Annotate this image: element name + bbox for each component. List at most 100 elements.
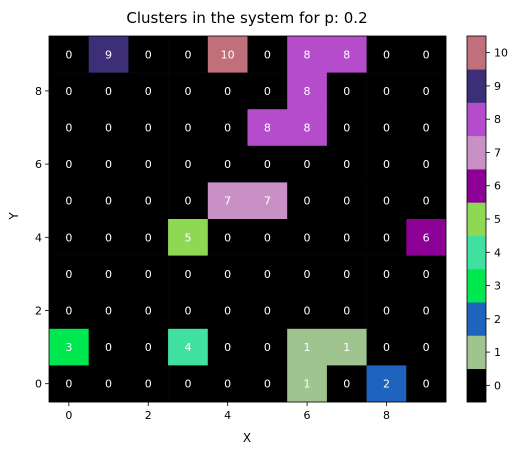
cell-value-label: 0 <box>264 305 271 318</box>
heatmap-cell <box>366 109 407 147</box>
cell-value-label: 0 <box>343 195 350 208</box>
cell-value-label: 2 <box>383 378 390 391</box>
cell-value-label: 0 <box>184 122 191 135</box>
cell-value-label: 0 <box>145 195 152 208</box>
heatmap-cell <box>207 328 248 366</box>
heatmap-cell <box>168 365 209 403</box>
x-tick-label: 4 <box>224 409 231 422</box>
cell-value-label: 8 <box>304 85 311 98</box>
cell-value-label: 8 <box>343 48 350 61</box>
heatmap-cell <box>247 219 288 256</box>
heatmap-cell <box>247 72 288 110</box>
colorbar-tick-label: 5 <box>494 213 501 226</box>
heatmap-cell <box>88 36 129 73</box>
cell-value-label: 0 <box>264 231 271 244</box>
cell-value-label: 0 <box>423 305 430 318</box>
cell-value-label: 0 <box>383 122 390 135</box>
heatmap-cell <box>168 109 209 147</box>
colorbar-segment <box>467 302 486 336</box>
y-axis: 0 2 4 6 8 <box>35 85 49 391</box>
heatmap-cell <box>49 255 89 293</box>
heatmap-cell <box>287 36 328 73</box>
heatmap-cell <box>366 72 407 110</box>
heatmap-cell <box>326 255 367 293</box>
cell-value-label: 0 <box>343 268 350 281</box>
x-tick-label: 0 <box>65 409 72 422</box>
cell-value-label: 0 <box>145 268 152 281</box>
heatmap-cell <box>168 219 209 256</box>
heatmap-cell <box>406 219 447 256</box>
heatmap-cell <box>49 72 89 110</box>
cell-value-label: 10 <box>221 48 235 61</box>
heatmap-cell <box>406 365 447 403</box>
heatmap-cell <box>406 255 447 293</box>
heatmap-cell <box>366 219 407 256</box>
cell-value-label: 0 <box>184 158 191 171</box>
cell-value-label: 0 <box>423 122 430 135</box>
colorbar-tick-label: 9 <box>494 80 501 93</box>
heatmap-cell <box>49 292 89 330</box>
heatmap-cell <box>49 365 89 403</box>
heatmap-grid: 0 9 0 0 10 0 8 8 0 00 0 0 0 0 0 8 0 0 00 0 0 0 0 8 8 0 0 00 0 0 0 0 0 0 0 0… <box>48 35 447 403</box>
heatmap-cell <box>128 182 169 220</box>
cell-value-label: 0 <box>105 195 112 208</box>
chart-title: Clusters in the system for p: 0.2 <box>126 9 367 27</box>
heatmap-cell <box>207 182 248 220</box>
colorbar-frame <box>466 35 487 403</box>
cell-value-label: 0 <box>343 158 350 171</box>
heatmap-cell <box>88 145 129 183</box>
heatmap-cell <box>406 145 447 183</box>
heatmap-cell <box>128 255 169 293</box>
cell-value-label: 0 <box>65 122 72 135</box>
cell-value-label: 0 <box>184 48 191 61</box>
heatmap-cell <box>128 219 169 256</box>
heatmap-cell <box>366 182 407 220</box>
heatmap-cell <box>287 182 328 220</box>
cell-value-label: 4 <box>184 341 191 354</box>
cell-value-label: 0 <box>304 231 311 244</box>
cell-value-label: 0 <box>145 122 152 135</box>
colorbar-segment <box>467 235 486 270</box>
cell-value-label: 0 <box>65 231 72 244</box>
cell-value-label: 0 <box>304 268 311 281</box>
cell-value-label: 0 <box>105 268 112 281</box>
heatmap-cell <box>207 255 248 293</box>
heatmap-cell <box>247 145 288 183</box>
cell-value-label: 0 <box>105 305 112 318</box>
cell-value-label: 0 <box>145 231 152 244</box>
cell-value-label: 0 <box>105 85 112 98</box>
cell-value-label: 7 <box>264 195 271 208</box>
heatmap-cell <box>168 255 209 293</box>
heatmap-cell <box>326 292 367 330</box>
cell-value-label: 0 <box>145 85 152 98</box>
cell-value-label: 0 <box>224 158 231 171</box>
cell-value-label: 0 <box>383 305 390 318</box>
x-axis-label: X <box>243 431 251 445</box>
colorbar: 0 1 2 3 4 5 6 7 8 9 10 <box>466 35 508 403</box>
heatmap-cell <box>49 36 89 73</box>
cell-value-label: 0 <box>383 85 390 98</box>
heatmap-cell <box>326 72 367 110</box>
cell-value-label: 0 <box>184 195 191 208</box>
cell-value-label: 0 <box>423 341 430 354</box>
cell-value-label: 0 <box>383 341 390 354</box>
cell-value-label: 0 <box>224 85 231 98</box>
colorbar-segment <box>467 102 486 137</box>
cell-value-label: 0 <box>383 268 390 281</box>
cell-value-label: 0 <box>145 341 152 354</box>
y-axis-label: Y <box>7 212 21 221</box>
heatmap-cell <box>88 328 129 366</box>
heatmap-cell <box>366 145 407 183</box>
cell-value-label: 0 <box>383 48 390 61</box>
cell-value-label: 0 <box>264 378 271 391</box>
heatmap-cell <box>326 145 367 183</box>
colorbar-tick-label: 2 <box>494 313 501 326</box>
heatmap-cell <box>49 182 89 220</box>
cell-value-label: 0 <box>343 122 350 135</box>
heatmap-cell <box>366 328 407 366</box>
cell-value-label: 0 <box>145 378 152 391</box>
heatmap-cell <box>88 182 129 220</box>
cell-value-label: 0 <box>383 195 390 208</box>
colorbar-segment <box>467 36 486 70</box>
heatmap-cell <box>247 182 288 220</box>
